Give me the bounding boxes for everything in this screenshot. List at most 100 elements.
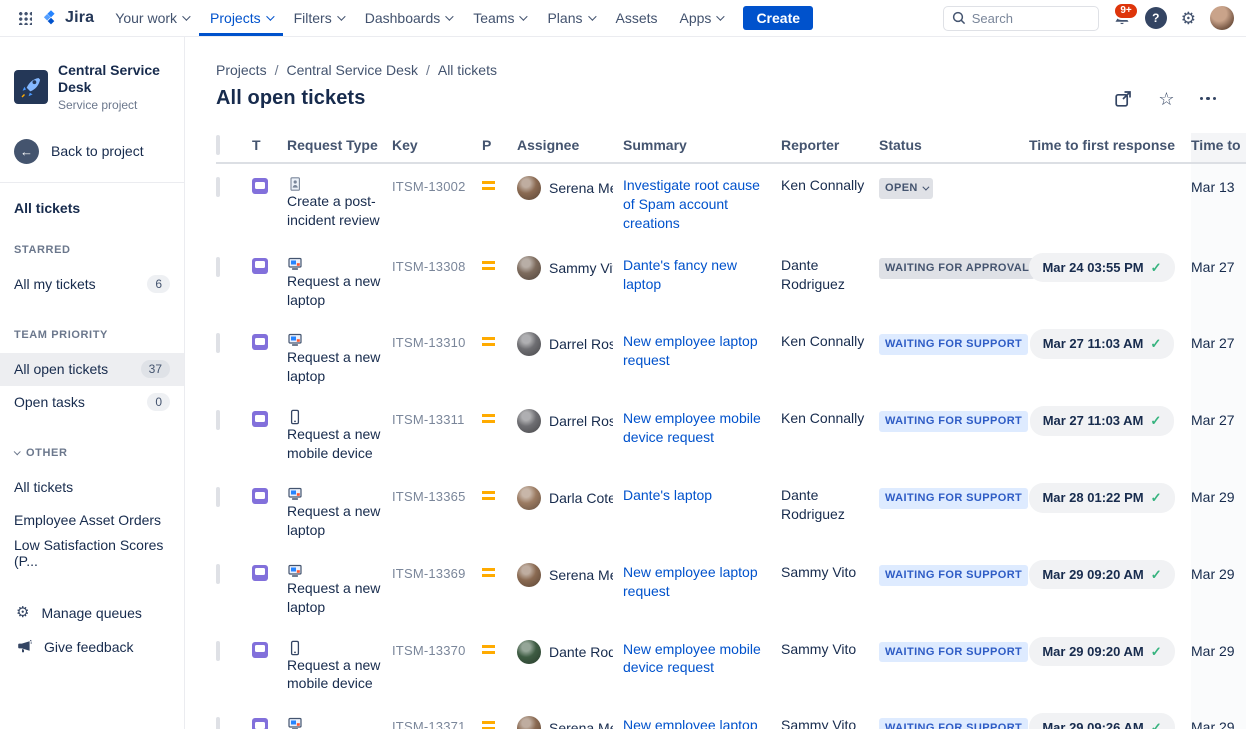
jira-logo[interactable]: Jira xyxy=(40,0,104,36)
nav-item-filters[interactable]: Filters xyxy=(283,0,354,36)
nav-item-projects[interactable]: Projects xyxy=(199,0,283,36)
issue-key[interactable]: ITSM-13311 xyxy=(392,412,465,428)
nav-item-plans[interactable]: Plans xyxy=(536,0,604,36)
assignee-cell[interactable]: Sammy Vito xyxy=(517,244,623,321)
search-input[interactable] xyxy=(942,5,1099,31)
nav-item-teams[interactable]: Teams xyxy=(462,0,536,36)
row-checkbox[interactable] xyxy=(216,177,220,197)
table-row[interactable]: Request a new laptop ITSM-13369 Serena M… xyxy=(216,550,1246,628)
give-feedback-button[interactable]: Give feedback xyxy=(0,630,184,664)
table-row[interactable]: Request a new laptop ITSM-13310 Darrel R… xyxy=(216,320,1246,398)
status-badge[interactable]: WAITING FOR SUPPORT xyxy=(879,334,1029,356)
app-switcher-button[interactable] xyxy=(10,0,40,36)
export-button[interactable] xyxy=(1113,89,1133,109)
section-toggle-other[interactable]: OTHER xyxy=(0,447,184,459)
select-all-checkbox[interactable] xyxy=(216,135,220,155)
summary-link[interactable]: Dante's laptop xyxy=(623,487,713,504)
more-actions-button[interactable] xyxy=(1199,96,1216,101)
status-badge[interactable]: OPEN xyxy=(879,178,933,199)
count-badge: 6 xyxy=(147,275,170,294)
column-header-request-type[interactable]: Request Type xyxy=(287,137,378,153)
assignee-cell[interactable]: Serena Meh... xyxy=(517,704,623,729)
row-checkbox[interactable] xyxy=(216,256,220,277)
assignee-cell[interactable]: Darla Cote xyxy=(517,474,623,551)
sidebar-item-all-tickets-other[interactable]: All tickets xyxy=(0,471,184,504)
summary-link[interactable]: New employee mobile device request xyxy=(623,640,761,676)
column-header-key[interactable]: Key xyxy=(392,137,418,153)
summary-link[interactable]: Investigate root cause of Spam account c… xyxy=(623,177,760,231)
summary-link[interactable]: New employee laptop request xyxy=(623,333,758,369)
column-header-assignee[interactable]: Assignee xyxy=(517,137,580,153)
summary-cell: New employee laptop request xyxy=(623,320,781,397)
manage-queues-button[interactable]: ⚙ Manage queues xyxy=(0,596,184,630)
assignee-cell[interactable]: Serena Meh... xyxy=(517,164,623,244)
export-icon xyxy=(1113,89,1133,109)
breadcrumb-projects[interactable]: Projects xyxy=(216,62,267,78)
column-header-priority[interactable]: P xyxy=(482,137,492,153)
status-badge[interactable]: WAITING FOR APPROVAL xyxy=(879,257,1036,279)
sidebar-item-low-satisfaction-scores[interactable]: Low Satisfaction Scores (P... xyxy=(0,537,184,570)
status-cell: WAITING FOR SUPPORT xyxy=(879,551,1029,628)
sidebar-item-all-open-tickets[interactable]: All open tickets 37 xyxy=(0,352,184,386)
assignee-cell[interactable]: Dante Rodri... xyxy=(517,628,623,705)
status-badge[interactable]: WAITING FOR SUPPORT xyxy=(879,641,1029,663)
status-badge[interactable]: WAITING FOR SUPPORT xyxy=(879,564,1029,586)
row-checkbox[interactable] xyxy=(216,640,220,661)
summary-link[interactable]: New employee laptop request xyxy=(623,717,758,729)
assignee-cell[interactable]: Serena Meh... xyxy=(517,551,623,628)
help-button[interactable] xyxy=(1144,7,1167,29)
nav-item-assets[interactable]: Assets xyxy=(605,0,669,36)
status-badge[interactable]: WAITING FOR SUPPORT xyxy=(879,718,1029,729)
column-header-type[interactable]: T xyxy=(252,137,261,153)
breadcrumb-all-tickets[interactable]: All tickets xyxy=(437,62,497,78)
assignee-cell[interactable]: Darrel Rossi xyxy=(517,397,623,474)
column-header-summary[interactable]: Summary xyxy=(623,137,687,153)
issue-key[interactable]: ITSM-13002 xyxy=(392,179,466,194)
breadcrumb-central-service-desk[interactable]: Central Service Desk xyxy=(286,62,418,78)
column-header-ttfr[interactable]: Time to first response xyxy=(1028,137,1175,153)
assignee-cell[interactable]: Darrel Rossi xyxy=(517,320,623,397)
sidebar-item-all-my-tickets[interactable]: All my tickets 6 xyxy=(0,268,184,301)
table-row[interactable]: Request a new mobile device ITSM-13370 D… xyxy=(216,627,1246,705)
nav-item-your-work[interactable]: Your work xyxy=(104,0,199,36)
primary-nav: Your work Projects Filters Dashboards Te… xyxy=(104,0,733,36)
status-badge[interactable]: WAITING FOR SUPPORT xyxy=(879,411,1029,433)
table-row[interactable]: Request a new mobile device ITSM-13311 D… xyxy=(216,397,1246,475)
table-row[interactable]: Request a new laptop ITSM-13308 Sammy Vi… xyxy=(216,243,1246,321)
sidebar-item-employee-asset-orders[interactable]: Employee Asset Orders xyxy=(0,504,184,537)
issue-key[interactable]: ITSM-13310 xyxy=(392,335,466,351)
sidebar-item-open-tasks[interactable]: Open tasks 0 xyxy=(0,386,184,419)
row-checkbox[interactable] xyxy=(216,717,220,729)
service-request-type-icon xyxy=(252,257,268,274)
row-checkbox[interactable] xyxy=(216,487,220,508)
issue-key[interactable]: ITSM-13308 xyxy=(392,258,466,274)
ttfr-time: Mar 29 09:20 AM xyxy=(1042,566,1144,582)
issue-key[interactable]: ITSM-13371 xyxy=(392,719,466,729)
summary-link[interactable]: New employee mobile device request xyxy=(623,410,761,446)
table-row[interactable]: Create a post-incident review ITSM-13002… xyxy=(216,164,1246,244)
status-badge[interactable]: WAITING FOR SUPPORT xyxy=(879,488,1029,509)
column-header-time-to[interactable]: Time to xyxy=(1191,133,1246,162)
summary-link[interactable]: Dante's fancy new laptop xyxy=(623,256,737,292)
table-row[interactable]: Request a new laptop ITSM-13371 Serena M… xyxy=(216,704,1246,729)
ttfr-pill: Mar 24 03:55 PM ✓ xyxy=(1029,252,1175,283)
nav-item-apps[interactable]: Apps xyxy=(669,0,734,36)
issue-key[interactable]: ITSM-13370 xyxy=(392,642,466,658)
status-label: WAITING FOR SUPPORT xyxy=(885,645,1023,658)
star-button[interactable]: ☆ xyxy=(1158,90,1174,108)
column-header-reporter[interactable]: Reporter xyxy=(781,137,840,153)
table-row[interactable]: Request a new laptop ITSM-13365 Darla Co… xyxy=(216,474,1246,551)
create-button[interactable]: Create xyxy=(743,6,814,30)
summary-link[interactable]: New employee laptop request xyxy=(623,563,758,599)
profile-button[interactable] xyxy=(1210,6,1234,30)
column-header-status[interactable]: Status xyxy=(879,137,922,153)
row-checkbox[interactable] xyxy=(216,333,220,354)
settings-button[interactable]: ⚙ xyxy=(1181,10,1196,27)
nav-item-dashboards[interactable]: Dashboards xyxy=(354,0,463,36)
issue-key[interactable]: ITSM-13369 xyxy=(392,565,466,581)
row-checkbox[interactable] xyxy=(216,410,220,431)
row-checkbox[interactable] xyxy=(216,563,220,584)
back-to-project-button[interactable]: ← Back to project xyxy=(0,138,184,164)
notifications-button[interactable]: 9+ xyxy=(1113,2,1139,27)
issue-key[interactable]: ITSM-13365 xyxy=(392,489,466,505)
